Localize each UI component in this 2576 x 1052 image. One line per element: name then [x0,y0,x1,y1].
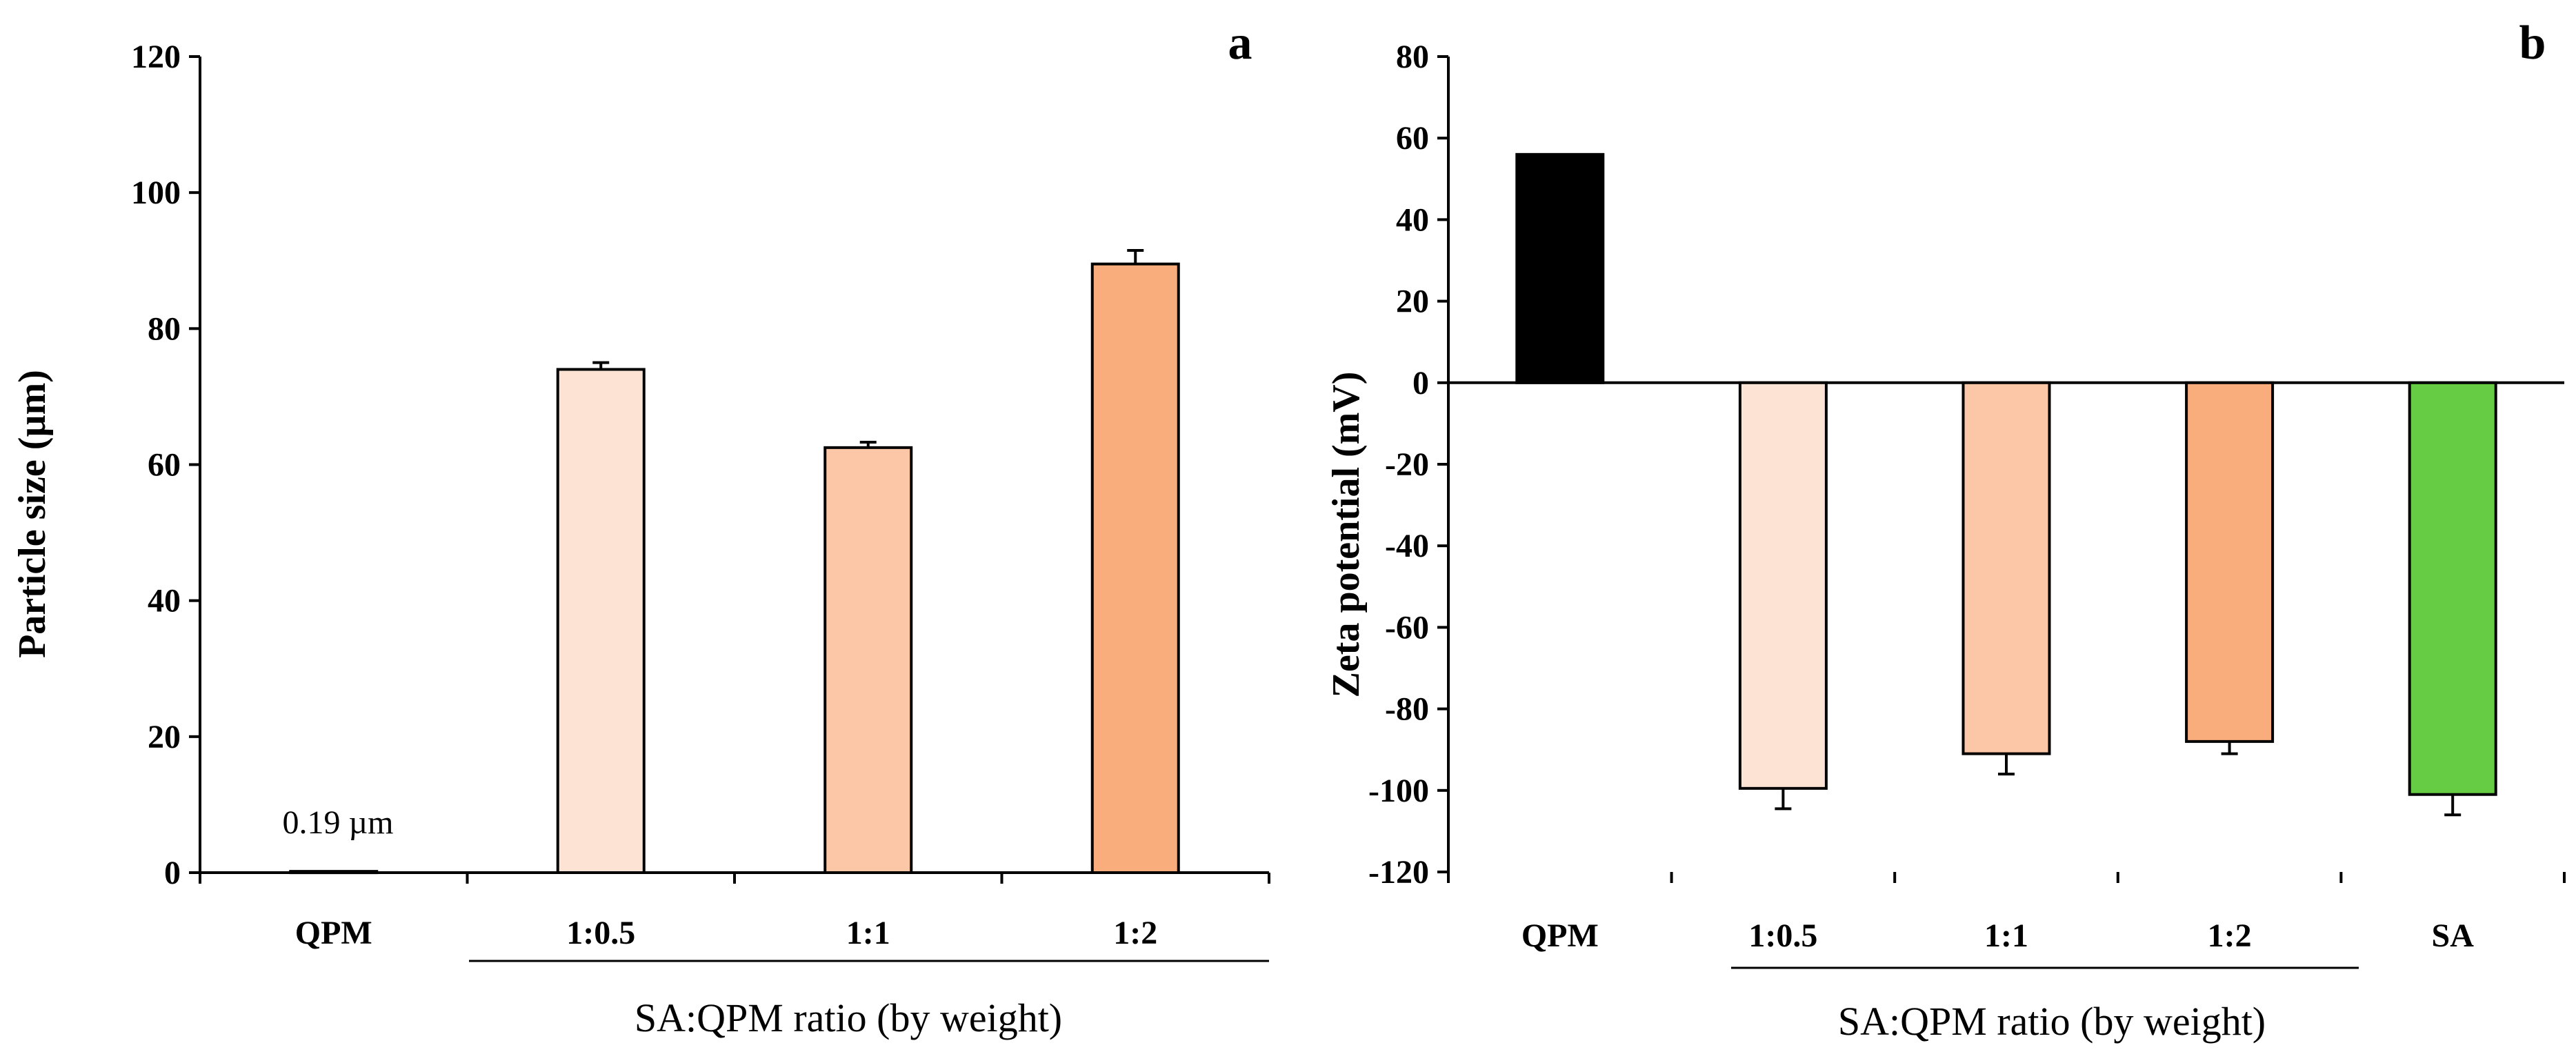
panel-b-y-tick-label: -80 [1385,691,1429,728]
panel-b-y-tick-label: 60 [1396,120,1429,157]
panel-a-error-bars [592,248,1144,448]
panel-b-category-label: SA [2432,917,2475,954]
panel-a-bar-QPM [289,870,379,875]
panel-a-y-tick-label: 40 [148,583,181,619]
panel-b-bar-1-1 [1961,381,2051,755]
panel-a-category-label: 1:2 [1113,915,1157,951]
panel-b-chart: -120 -100 -80 -60 -40 -20 0 20 40 60 80 QPM 1:0.5 1:… [1325,17,2566,1044]
panel-a-y-tick-label: 80 [148,310,181,347]
panel-a-category-labels: QPM 1:0.5 1:1 1:2 [295,915,1157,951]
panel-b-y-tick-label: -100 [1368,773,1429,809]
panel-a-y-tick-label: 100 [131,175,181,211]
panel-a-y-tick-label: 60 [148,447,181,484]
panel-b-y-tick-label: -40 [1385,528,1429,564]
panel-b-error-bars [1775,741,2462,817]
panel-a-y-tick-label: 120 [131,39,181,75]
panel-b-category-label: QPM [1521,917,1599,954]
panel-a-category-label: 1:1 [846,915,890,951]
panel-b-y-tick-label: 40 [1396,201,1429,238]
panel-b-y-tick-label: -60 [1385,609,1429,646]
panel-a-bar-1-0-5 [556,368,646,874]
panel-b-y-tick-label: 80 [1396,39,1429,75]
panel-a-y-tick-label: 0 [164,855,181,891]
panel-b-x-ticks [1447,872,2566,883]
panel-a-y-tick-label: 20 [148,719,181,755]
panel-a-bar-1-2 [1090,262,1180,875]
panel-b-bar-QPM [1515,152,1605,384]
panel-a-label: a [1228,17,1252,70]
panel-a-qpm-value-annotation: 0.19 µm [283,804,394,841]
panel-b-label: b [2519,17,2546,70]
panel-b-category-label: 1:1 [1984,917,2028,954]
panel-a-bar-1-1 [823,446,913,874]
panel-b-bar-1-0-5 [1738,381,1828,790]
panel-b-category-label: 1:0.5 [1748,917,1817,954]
panel-b-y-tick-label: 0 [1412,365,1429,401]
panel-b-y-tick-label: -20 [1385,446,1429,483]
panel-b-bar-1-2 [2185,381,2275,743]
panel-b-category-label: 1:2 [2208,917,2252,954]
panel-a-category-label: 1:0.5 [566,915,635,951]
panel-b-y-tick-label: -120 [1368,854,1429,891]
panel-a-y-axis-title: Particle size (µm) [11,370,54,658]
panel-a-chart: 0 20 40 60 80 100 120 QPM 1:0.5 1:1 1:2 Particle … [11,17,1270,1040]
panel-a-bars [289,262,1180,875]
panel-b-bars [1515,152,2497,796]
panel-b-bar-SA [2408,381,2497,796]
panel-b-category-labels: QPM 1:0.5 1:1 1:2 SA [1521,917,2474,954]
panel-a-y-ticks: 0 20 40 60 80 100 120 [131,39,200,891]
panel-a-x-axis-title: SA:QPM ratio (by weight) [635,995,1062,1040]
panel-b-y-ticks: -120 -100 -80 -60 -40 -20 0 20 40 60 80 [1368,39,1448,891]
panel-b-x-axis-title: SA:QPM ratio (by weight) [1838,999,2266,1044]
panel-a-category-label: QPM [295,915,372,951]
panel-b-y-tick-label: 20 [1396,284,1429,320]
panel-a-x-ticks [199,873,1270,884]
panel-b-y-axis-title: Zeta potential (mV) [1325,372,1368,698]
